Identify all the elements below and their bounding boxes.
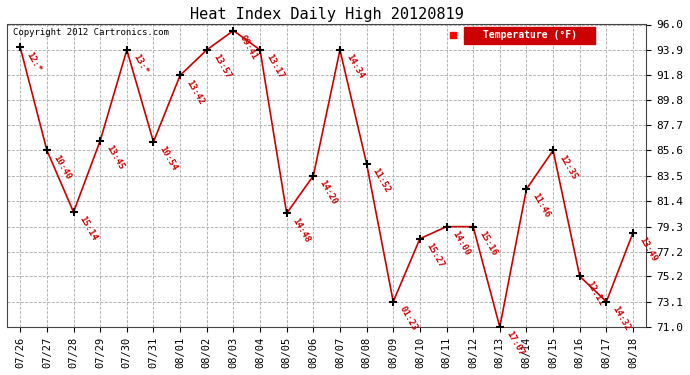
Text: 13:49: 13:49 xyxy=(637,236,658,263)
Text: 13:42: 13:42 xyxy=(184,78,206,106)
Text: 12:11: 12:11 xyxy=(584,279,605,307)
Text: 13:*: 13:* xyxy=(131,53,150,76)
Text: 09:41: 09:41 xyxy=(237,33,259,61)
Text: 13:45: 13:45 xyxy=(104,144,126,171)
Text: 10:54: 10:54 xyxy=(157,145,179,172)
Text: 17:07: 17:07 xyxy=(504,330,525,358)
Text: Temperature (°F): Temperature (°F) xyxy=(482,30,577,40)
Text: 15:27: 15:27 xyxy=(424,242,445,269)
Text: 14:20: 14:20 xyxy=(317,178,339,206)
Text: 12:35: 12:35 xyxy=(558,153,578,181)
Text: 13:57: 13:57 xyxy=(211,53,232,81)
Text: 13:17: 13:17 xyxy=(264,53,286,81)
Text: 15:14: 15:14 xyxy=(78,215,99,243)
Text: 14:34: 14:34 xyxy=(344,53,366,81)
Text: 01:23: 01:23 xyxy=(397,304,419,332)
Text: 14:48: 14:48 xyxy=(291,216,312,244)
Text: 14:00: 14:00 xyxy=(451,230,472,257)
Text: 10:40: 10:40 xyxy=(51,153,72,181)
Text: 11:52: 11:52 xyxy=(371,166,392,194)
Text: 14:32: 14:32 xyxy=(611,304,632,332)
Text: 15:16: 15:16 xyxy=(477,230,499,257)
Title: Heat Index Daily High 20120819: Heat Index Daily High 20120819 xyxy=(190,7,464,22)
Text: Copyright 2012 Cartronics.com: Copyright 2012 Cartronics.com xyxy=(13,27,169,36)
FancyBboxPatch shape xyxy=(464,27,595,44)
Text: 12:*: 12:* xyxy=(24,50,43,74)
Text: 11:46: 11:46 xyxy=(531,192,552,220)
